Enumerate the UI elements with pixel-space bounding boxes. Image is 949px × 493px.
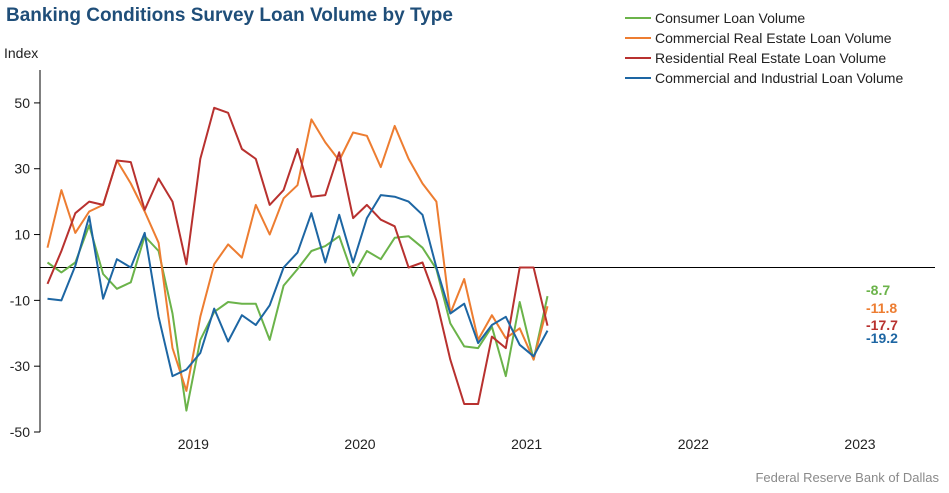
- series-line-1: [46, 118, 549, 392]
- end-label-0: -8.7: [866, 282, 890, 298]
- x-tick-label: 2021: [511, 436, 542, 452]
- axes: 50 30 10 -10 -30 -50 Index 2019 2020 2021 2022 2023: [4, 45, 935, 452]
- y-tick-label: -50: [10, 424, 30, 440]
- legend-label-1: Commercial Real Estate Loan Volume: [655, 30, 892, 46]
- x-tick-label: 2020: [344, 436, 375, 452]
- legend: Consumer Loan Volume Commercial Real Esta…: [625, 10, 903, 86]
- y-tick-label: -10: [10, 292, 30, 308]
- y-tick-label: 10: [14, 227, 30, 243]
- y-axis-title: Index: [4, 45, 38, 61]
- series-line-3: [47, 194, 549, 378]
- end-label-1: -11.8: [866, 300, 897, 316]
- y-tick-label: 50: [14, 95, 30, 111]
- x-tick-label: 2019: [178, 436, 209, 452]
- source-note: Federal Reserve Bank of Dallas: [755, 470, 939, 485]
- chart-title: Banking Conditions Survey Loan Volume by…: [6, 5, 453, 26]
- legend-label-0: Consumer Loan Volume: [655, 10, 805, 26]
- series-line-2: [46, 106, 549, 405]
- y-tick-label: 30: [14, 161, 30, 177]
- legend-label-3: Commercial and Industrial Loan Volume: [655, 70, 903, 86]
- x-tick-label: 2022: [678, 436, 709, 452]
- end-labels: -8.7 -11.8-17.7-19.2: [866, 282, 898, 346]
- legend-label-2: Residential Real Estate Loan Volume: [655, 50, 886, 66]
- y-tick-label: -30: [10, 358, 30, 374]
- end-label-3: -19.2: [866, 330, 898, 346]
- x-tick-label: 2023: [844, 436, 875, 452]
- series-line-0: [46, 224, 549, 412]
- series-layer: [46, 106, 549, 412]
- end-label-2: -17.7: [866, 317, 898, 333]
